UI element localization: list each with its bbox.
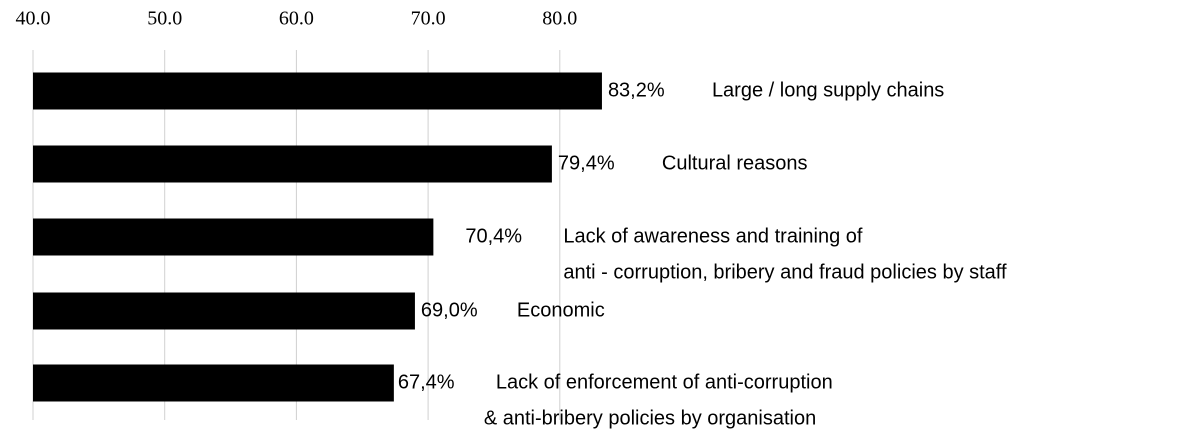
bar	[33, 292, 415, 330]
category-label: Cultural reasons	[662, 152, 808, 174]
category-label: anti - corruption, bribery and fraud pol…	[563, 261, 1007, 283]
value-label: 70,4%	[465, 225, 522, 247]
value-label: 69,0%	[421, 299, 478, 321]
x-tick-label: 40.0	[16, 8, 51, 30]
bar	[33, 72, 602, 110]
category-label: & anti-bribery policies by organisation	[484, 407, 816, 429]
category-label: Large / long supply chains	[712, 79, 944, 101]
bar	[33, 364, 394, 402]
x-tick-label: 60.0	[279, 8, 314, 30]
bar	[33, 218, 434, 256]
category-label: Economic	[517, 299, 605, 321]
x-tick-label: 50.0	[147, 8, 182, 30]
value-label: 83,2%	[608, 79, 665, 101]
value-label: 79,4%	[558, 152, 615, 174]
x-tick-label: 80.0	[542, 8, 577, 30]
category-label: Lack of enforcement of anti-corruption	[496, 371, 833, 393]
value-label: 67,4%	[398, 371, 455, 393]
bar	[33, 145, 552, 183]
x-tick-label: 70.0	[411, 8, 446, 30]
category-label: Lack of awareness and training of	[563, 225, 863, 247]
